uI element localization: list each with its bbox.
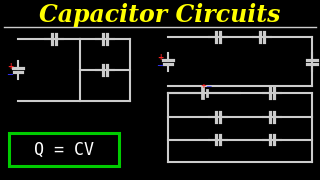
Text: −: −: [6, 70, 13, 79]
Text: +: +: [157, 53, 163, 62]
Text: −: −: [156, 61, 164, 70]
Text: Q = CV: Q = CV: [34, 140, 94, 158]
Text: −: −: [205, 82, 211, 91]
Text: +: +: [7, 62, 13, 71]
Text: +: +: [200, 84, 206, 89]
Text: Capacitor Circuits: Capacitor Circuits: [39, 3, 281, 27]
FancyBboxPatch shape: [9, 133, 119, 166]
